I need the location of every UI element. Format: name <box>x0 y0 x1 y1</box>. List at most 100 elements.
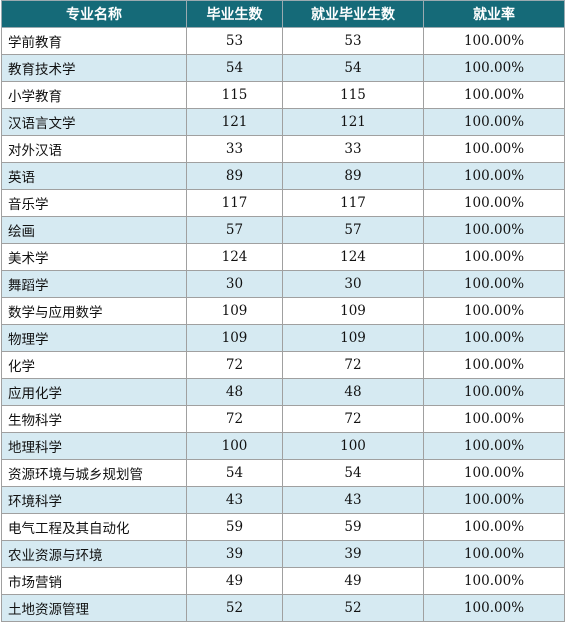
employment-table: 专业名称 毕业生数 就业毕业生数 就业率 学前教育 53 53 100.00% 教育技术… <box>1 0 565 622</box>
employed-cell: 49 <box>282 567 424 595</box>
graduates-cell: 89 <box>186 162 283 190</box>
table-row: 环境科学 43 43 100.00% <box>1 486 565 514</box>
employed-cell: 52 <box>282 594 424 622</box>
graduates-cell: 109 <box>186 297 283 325</box>
graduates-cell: 124 <box>186 243 283 271</box>
employed-cell: 59 <box>282 513 424 541</box>
rate-cell: 100.00% <box>423 216 565 244</box>
rate-cell: 100.00% <box>423 189 565 217</box>
table-row: 应用化学 48 48 100.00% <box>1 378 565 406</box>
table-row: 教育技术学 54 54 100.00% <box>1 54 565 82</box>
major-name-cell: 绘画 <box>1 216 187 244</box>
table-row: 地理科学 100 100 100.00% <box>1 432 565 460</box>
graduates-cell: 109 <box>186 324 283 352</box>
table-row: 绘画 57 57 100.00% <box>1 216 565 244</box>
graduates-cell: 49 <box>186 567 283 595</box>
employed-cell: 43 <box>282 486 424 514</box>
header-employed-graduates: 就业毕业生数 <box>282 0 424 28</box>
header-graduates: 毕业生数 <box>186 0 283 28</box>
major-name-cell: 音乐学 <box>1 189 187 217</box>
major-name-cell: 对外汉语 <box>1 135 187 163</box>
rate-cell: 100.00% <box>423 432 565 460</box>
header-employment-rate: 就业率 <box>423 0 565 28</box>
major-name-cell: 地理科学 <box>1 432 187 460</box>
employed-cell: 33 <box>282 135 424 163</box>
major-name-cell: 汉语言文学 <box>1 108 187 136</box>
major-name-cell: 美术学 <box>1 243 187 271</box>
major-name-cell: 舞蹈学 <box>1 270 187 298</box>
major-name-cell: 化学 <box>1 351 187 379</box>
employed-cell: 115 <box>282 81 424 109</box>
rate-cell: 100.00% <box>423 54 565 82</box>
rate-cell: 100.00% <box>423 81 565 109</box>
rate-cell: 100.00% <box>423 324 565 352</box>
graduates-cell: 33 <box>186 135 283 163</box>
graduates-cell: 39 <box>186 540 283 568</box>
header-major-name: 专业名称 <box>1 0 187 28</box>
major-name-cell: 小学教育 <box>1 81 187 109</box>
major-name-cell: 土地资源管理 <box>1 594 187 622</box>
major-name-cell: 学前教育 <box>1 27 187 55</box>
rate-cell: 100.00% <box>423 513 565 541</box>
major-name-cell: 物理学 <box>1 324 187 352</box>
graduates-cell: 43 <box>186 486 283 514</box>
table-row: 土地资源管理 52 52 100.00% <box>1 594 565 622</box>
graduates-cell: 115 <box>186 81 283 109</box>
employed-cell: 124 <box>282 243 424 271</box>
rate-cell: 100.00% <box>423 405 565 433</box>
employed-cell: 53 <box>282 27 424 55</box>
rate-cell: 100.00% <box>423 135 565 163</box>
major-name-cell: 数学与应用数学 <box>1 297 187 325</box>
table-row: 农业资源与环境 39 39 100.00% <box>1 540 565 568</box>
employed-cell: 48 <box>282 378 424 406</box>
table-row: 舞蹈学 30 30 100.00% <box>1 270 565 298</box>
graduates-cell: 72 <box>186 351 283 379</box>
employed-cell: 54 <box>282 459 424 487</box>
rate-cell: 100.00% <box>423 540 565 568</box>
graduates-cell: 52 <box>186 594 283 622</box>
table-row: 音乐学 117 117 100.00% <box>1 189 565 217</box>
rate-cell: 100.00% <box>423 378 565 406</box>
graduates-cell: 54 <box>186 459 283 487</box>
rate-cell: 100.00% <box>423 594 565 622</box>
rate-cell: 100.00% <box>423 567 565 595</box>
table-row: 数学与应用数学 109 109 100.00% <box>1 297 565 325</box>
table-header-row: 专业名称 毕业生数 就业毕业生数 就业率 <box>1 0 565 28</box>
graduates-cell: 121 <box>186 108 283 136</box>
employed-cell: 57 <box>282 216 424 244</box>
graduates-cell: 59 <box>186 513 283 541</box>
rate-cell: 100.00% <box>423 297 565 325</box>
major-name-cell: 电气工程及其自动化 <box>1 513 187 541</box>
table-row: 英语 89 89 100.00% <box>1 162 565 190</box>
table-row: 生物科学 72 72 100.00% <box>1 405 565 433</box>
employed-cell: 89 <box>282 162 424 190</box>
major-name-cell: 英语 <box>1 162 187 190</box>
graduates-cell: 72 <box>186 405 283 433</box>
rate-cell: 100.00% <box>423 162 565 190</box>
table-row: 物理学 109 109 100.00% <box>1 324 565 352</box>
employed-cell: 30 <box>282 270 424 298</box>
table-row: 市场营销 49 49 100.00% <box>1 567 565 595</box>
employed-cell: 72 <box>282 351 424 379</box>
employed-cell: 100 <box>282 432 424 460</box>
major-name-cell: 市场营销 <box>1 567 187 595</box>
rate-cell: 100.00% <box>423 270 565 298</box>
major-name-cell: 资源环境与城乡规划管 <box>1 459 187 487</box>
major-name-cell: 农业资源与环境 <box>1 540 187 568</box>
rate-cell: 100.00% <box>423 108 565 136</box>
rate-cell: 100.00% <box>423 351 565 379</box>
employed-cell: 54 <box>282 54 424 82</box>
table-body: 学前教育 53 53 100.00% 教育技术学 54 54 100.00% 小学教育 115 11… <box>1 27 565 622</box>
graduates-cell: 30 <box>186 270 283 298</box>
table-row: 汉语言文学 121 121 100.00% <box>1 108 565 136</box>
table-row: 化学 72 72 100.00% <box>1 351 565 379</box>
rate-cell: 100.00% <box>423 486 565 514</box>
employed-cell: 121 <box>282 108 424 136</box>
employed-cell: 109 <box>282 297 424 325</box>
major-name-cell: 教育技术学 <box>1 54 187 82</box>
major-name-cell: 生物科学 <box>1 405 187 433</box>
graduates-cell: 48 <box>186 378 283 406</box>
employed-cell: 117 <box>282 189 424 217</box>
graduates-cell: 57 <box>186 216 283 244</box>
graduates-cell: 54 <box>186 54 283 82</box>
